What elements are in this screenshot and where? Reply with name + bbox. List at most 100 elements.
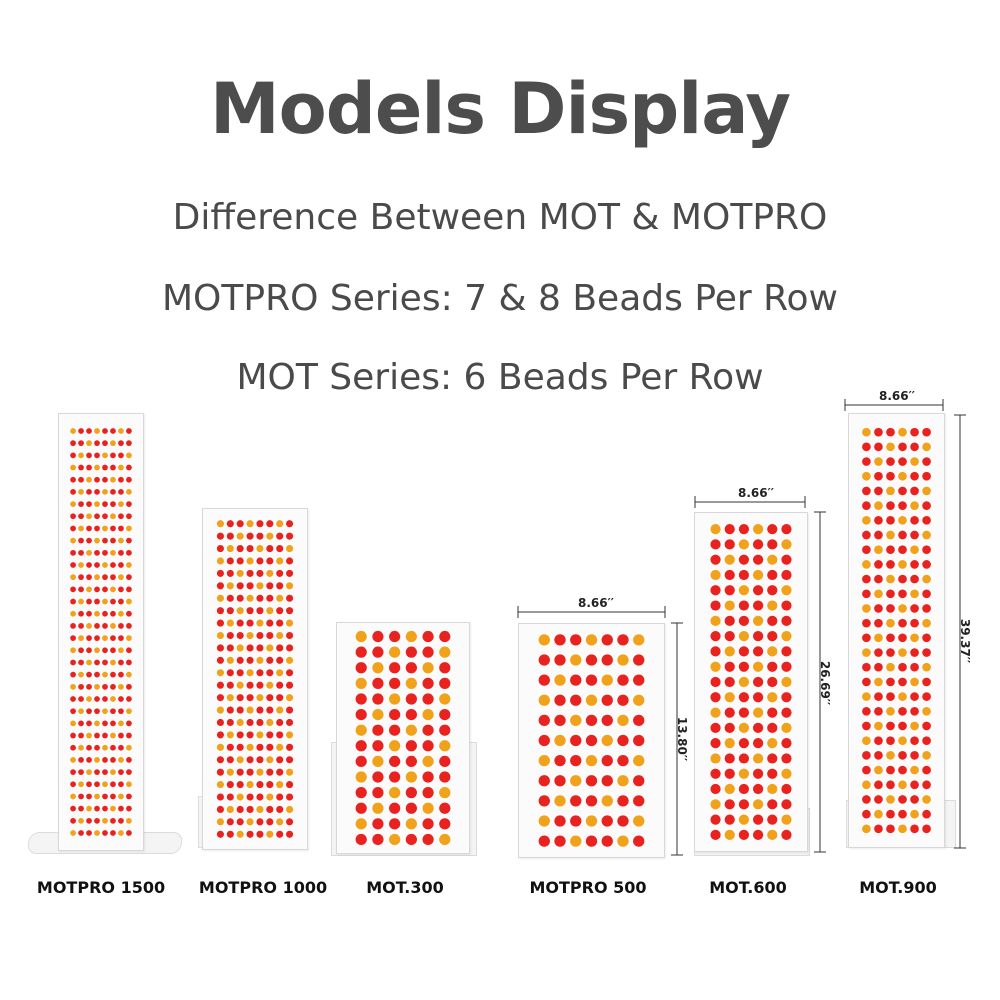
led-bead xyxy=(898,530,907,540)
led-bead xyxy=(86,428,92,434)
led-bead xyxy=(389,771,401,783)
led-bead xyxy=(767,799,778,810)
led-bead xyxy=(601,654,613,666)
led-bead xyxy=(276,619,284,627)
led-bead xyxy=(389,693,401,705)
led-bead xyxy=(216,532,224,540)
led-bead xyxy=(276,669,284,677)
led-bead xyxy=(910,824,919,834)
led-bead xyxy=(439,818,451,830)
led-bead xyxy=(601,634,613,646)
led-bead xyxy=(738,554,750,565)
led-bead xyxy=(216,743,224,751)
led-bead xyxy=(752,768,764,779)
led-bead xyxy=(78,440,84,447)
led-bead xyxy=(226,557,234,565)
led-bead xyxy=(110,793,116,800)
led-bead xyxy=(236,619,244,627)
led-bead xyxy=(767,814,778,825)
led-bead xyxy=(266,619,274,627)
led-bead xyxy=(554,654,566,666)
led-bead xyxy=(86,696,92,702)
led-bead xyxy=(874,515,883,525)
led-bead xyxy=(355,771,367,783)
led-bead xyxy=(405,724,417,736)
led-bead xyxy=(266,644,274,652)
led-bead xyxy=(922,736,931,746)
led-bead xyxy=(256,756,264,764)
led-bead xyxy=(246,631,254,640)
led-bead xyxy=(570,714,582,727)
led-bead xyxy=(78,781,84,788)
led-bead xyxy=(86,744,92,751)
led-bead xyxy=(94,793,100,800)
led-bead xyxy=(102,549,108,556)
led-bead xyxy=(710,569,721,581)
led-bead xyxy=(102,769,108,775)
led-bead xyxy=(94,659,100,666)
led-bead xyxy=(781,661,792,672)
led-bead xyxy=(110,720,116,727)
led-bead xyxy=(118,647,124,654)
led-bead xyxy=(236,706,244,714)
led-bead xyxy=(94,586,100,593)
led-bead xyxy=(126,464,132,471)
led-bead xyxy=(110,696,116,702)
led-bead xyxy=(126,501,132,507)
led-bead xyxy=(767,829,778,841)
led-bead xyxy=(226,718,234,727)
led-bead xyxy=(874,560,883,569)
led-bead xyxy=(226,619,234,627)
led-bead xyxy=(922,706,931,716)
led-bead xyxy=(781,799,792,810)
led-bead xyxy=(286,669,294,677)
led-bead xyxy=(767,722,778,733)
led-bead xyxy=(922,604,931,613)
led-bead xyxy=(922,780,931,790)
led-bead xyxy=(286,681,294,689)
led-bead xyxy=(102,671,108,678)
led-bead xyxy=(70,744,76,751)
led-bead xyxy=(910,633,919,643)
led-bead xyxy=(126,635,132,641)
led-bead xyxy=(886,692,895,701)
led-bead xyxy=(538,734,550,747)
led-bead xyxy=(389,646,401,658)
led-bead xyxy=(389,677,401,689)
led-bead xyxy=(94,549,100,556)
led-bead xyxy=(286,619,294,627)
led-bead xyxy=(738,692,750,703)
led-bead xyxy=(710,676,721,688)
led-bead xyxy=(118,659,124,666)
led-bead xyxy=(710,631,721,642)
led-bead xyxy=(110,623,116,629)
led-bead xyxy=(70,476,76,483)
led-bead xyxy=(389,818,401,830)
led-bead xyxy=(767,692,778,703)
led-bead xyxy=(236,830,244,838)
led-bead xyxy=(78,720,84,727)
led-bead xyxy=(617,674,629,686)
led-bead xyxy=(110,659,116,666)
led-bead xyxy=(372,693,384,705)
led-bead xyxy=(276,781,284,789)
led-bead xyxy=(226,830,234,838)
led-bead xyxy=(898,736,907,746)
panel-motpro-1500 xyxy=(58,413,144,851)
led-bead xyxy=(126,562,132,568)
led-bead xyxy=(585,674,598,686)
led-bead xyxy=(752,738,764,749)
led-grid xyxy=(355,630,451,846)
led-bead xyxy=(710,554,721,565)
led-bead xyxy=(874,765,883,775)
led-bead xyxy=(862,809,871,819)
led-bead xyxy=(710,615,721,626)
led-bead xyxy=(216,718,224,727)
led-bead xyxy=(633,694,645,706)
led-bead xyxy=(710,722,721,733)
led-bead xyxy=(781,569,792,581)
led-bead xyxy=(266,756,274,764)
led-bead xyxy=(439,771,451,783)
led-bead xyxy=(355,630,367,643)
led-bead xyxy=(422,787,434,799)
